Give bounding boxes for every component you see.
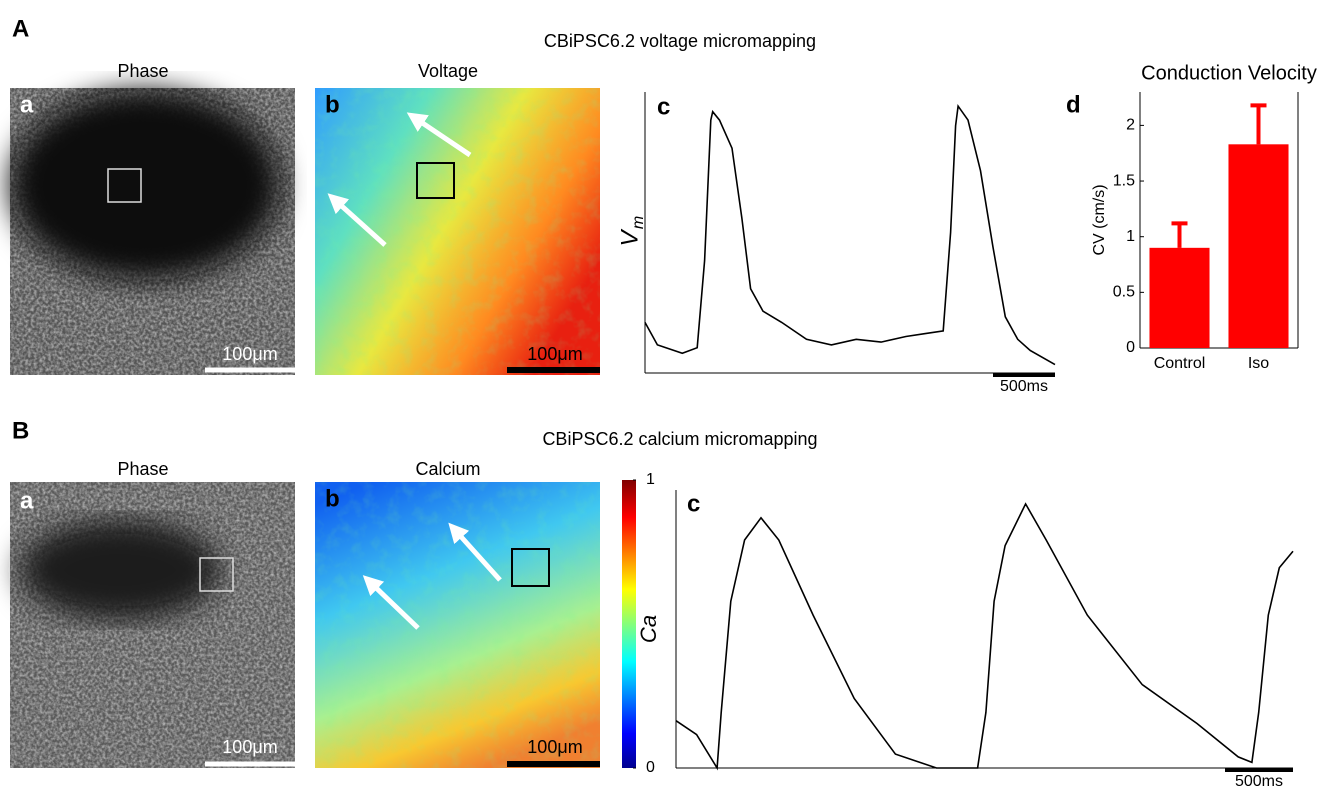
y-axis-label: CV (cm/s) bbox=[1091, 184, 1108, 255]
scale-label: 500ms bbox=[1000, 378, 1048, 395]
panel-label: B bbox=[12, 417, 29, 444]
bar bbox=[1228, 144, 1289, 348]
calcium-map bbox=[315, 482, 600, 768]
x-tick-label: Iso bbox=[1248, 355, 1269, 372]
panel-label: a bbox=[20, 91, 34, 118]
y-axis-subscript: m bbox=[630, 216, 647, 229]
row-title: CBiPSC6.2 voltage micromapping bbox=[544, 31, 816, 51]
panel-title: Calcium bbox=[415, 459, 480, 479]
colorbar-tick-label: 1 bbox=[646, 471, 655, 488]
panel-label: b bbox=[325, 91, 340, 118]
panel-label: d bbox=[1066, 91, 1081, 118]
y-tick-label: 2 bbox=[1126, 117, 1135, 134]
chart-title: Conduction Velocity bbox=[1141, 62, 1317, 84]
scale-label: 100μm bbox=[222, 737, 277, 757]
colorbar bbox=[622, 480, 636, 768]
phase-image bbox=[10, 482, 295, 768]
panel-label: a bbox=[20, 487, 34, 514]
scale-label: 100μm bbox=[222, 344, 277, 364]
panel-title: Phase bbox=[117, 459, 168, 479]
x-tick-label: Control bbox=[1154, 355, 1206, 372]
trace bbox=[644, 103, 1056, 366]
panel-label: c bbox=[687, 490, 700, 517]
scale-label: 500ms bbox=[1235, 773, 1283, 786]
y-tick-label: 1 bbox=[1126, 228, 1135, 245]
panel-title: Voltage bbox=[418, 61, 478, 81]
row-title: CBiPSC6.2 calcium micromapping bbox=[542, 429, 817, 449]
error-bar bbox=[1250, 103, 1267, 145]
colorbar-tick-label: 0 bbox=[646, 759, 655, 776]
scale-label: 100μm bbox=[527, 737, 582, 757]
phase-image bbox=[10, 88, 295, 375]
y-axis-symbol: V bbox=[616, 229, 643, 247]
panel-label: A bbox=[12, 15, 29, 42]
trace bbox=[675, 502, 1294, 771]
scale-label: 100μm bbox=[527, 344, 582, 364]
y-tick-label: 0.5 bbox=[1113, 284, 1135, 301]
y-axis-label: Vm bbox=[616, 216, 647, 247]
panel-label: b bbox=[325, 485, 340, 512]
panel-label: c bbox=[657, 93, 670, 120]
bar bbox=[1149, 247, 1210, 348]
y-tick-label: 0 bbox=[1126, 339, 1135, 356]
error-bar bbox=[1171, 221, 1188, 248]
y-tick-label: 1.5 bbox=[1113, 172, 1135, 189]
panel-title: Phase bbox=[117, 61, 168, 81]
y-axis-label: Ca bbox=[636, 615, 661, 643]
voltage-map bbox=[315, 88, 600, 375]
